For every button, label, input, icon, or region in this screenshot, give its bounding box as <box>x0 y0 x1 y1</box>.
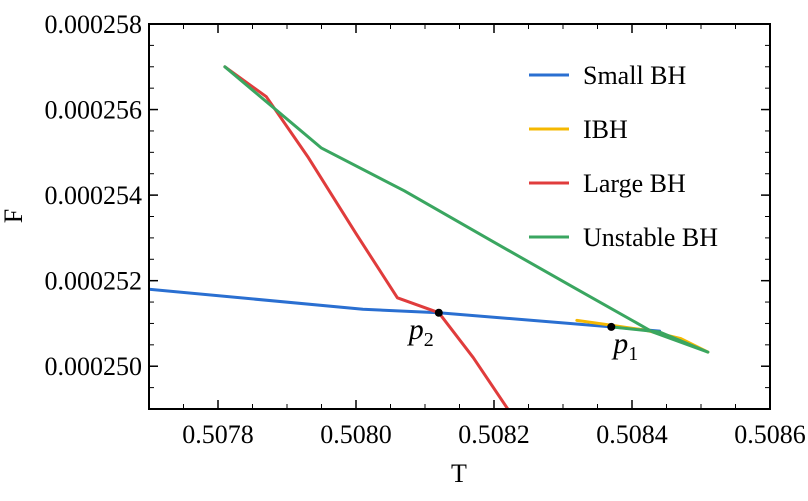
point-label-p1: p1 <box>611 327 638 365</box>
point-label-p2: p2 <box>407 313 434 351</box>
points-layer: p2 p1 <box>407 308 638 365</box>
legend-label: Large BH <box>583 169 686 198</box>
y-tick-label: 0.000254 <box>45 181 143 210</box>
point-marker-p1 <box>607 322 616 331</box>
x-axis-label: T <box>451 459 467 488</box>
ticks-layer: 0.5078 0.5080 0.5082 0.5084 0.5086 0.000250 0.… <box>45 10 806 449</box>
series-line-small-bh <box>149 287 662 333</box>
legend-label: Small BH <box>583 61 687 90</box>
x-tick-label: 0.5078 <box>182 420 254 449</box>
x-tick-label: 0.5080 <box>320 420 392 449</box>
point-marker-p2 <box>434 308 443 317</box>
series-line-unstable-bh <box>223 65 710 354</box>
x-tick-label: 0.5084 <box>596 420 668 449</box>
y-tick-label: 0.000256 <box>45 96 143 125</box>
legend-label: IBH <box>583 115 628 144</box>
y-axis-label: F <box>0 209 28 223</box>
y-tick-label: 0.000250 <box>45 352 143 381</box>
x-tick-label: 0.5082 <box>458 420 530 449</box>
y-tick-label: 0.000258 <box>45 10 143 39</box>
legend: Small BH IBH Large BH Unstable BH <box>529 61 718 252</box>
legend-label: Unstable BH <box>583 223 718 252</box>
x-tick-label: 0.5086 <box>734 420 806 449</box>
series-line-large-bh <box>223 65 510 409</box>
y-tick-label: 0.000252 <box>45 267 143 296</box>
